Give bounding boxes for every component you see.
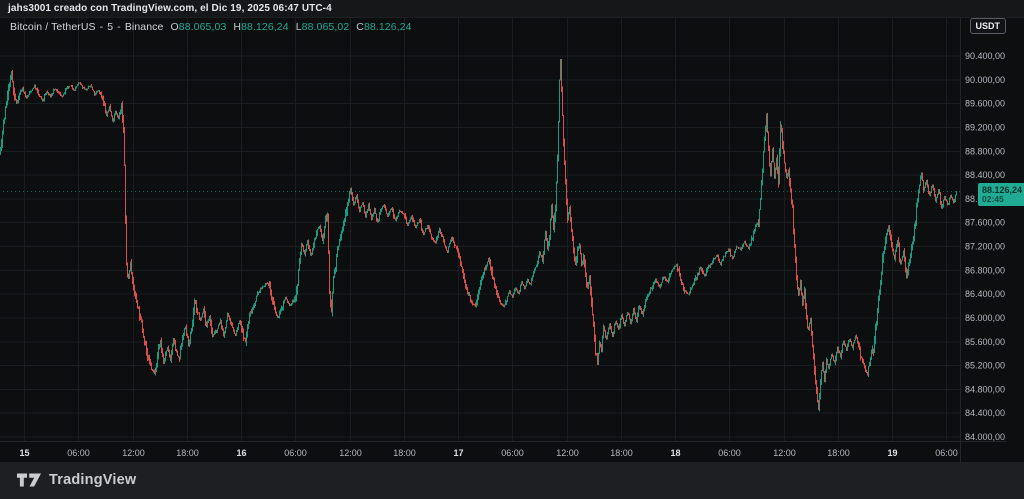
bar-countdown: 02:45 <box>982 194 1004 205</box>
ohlc-high: H88.126,24 <box>233 21 289 33</box>
svg-text:89.600,00: 89.600,00 <box>965 99 1005 109</box>
time-axis[interactable] <box>0 442 1024 462</box>
tradingview-logo-link[interactable]: TradingView <box>17 472 136 488</box>
svg-text:86.000,00: 86.000,00 <box>965 313 1005 323</box>
tradingview-logo-icon <box>17 473 41 487</box>
svg-text:90.000,00: 90.000,00 <box>965 75 1005 85</box>
svg-text:88.400,00: 88.400,00 <box>965 170 1005 180</box>
current-price-label: 88.126,24 02:45 <box>978 183 1024 207</box>
svg-text:85.600,00: 85.600,00 <box>965 337 1005 347</box>
svg-text:12:00: 12:00 <box>122 448 145 458</box>
svg-text:06:00: 06:00 <box>501 448 524 458</box>
svg-text:18:00: 18:00 <box>610 448 633 458</box>
svg-text:18:00: 18:00 <box>827 448 850 458</box>
symbol-legend[interactable]: Bitcoin / TetherUS -5- Binance O88.065,03 H8… <box>10 21 412 33</box>
svg-text:90.400,00: 90.400,00 <box>965 51 1005 61</box>
svg-text:06:00: 06:00 <box>935 448 958 458</box>
svg-text:06:00: 06:00 <box>718 448 741 458</box>
symbol-name[interactable]: Bitcoin / TetherUS <box>10 21 96 33</box>
svg-text:87.200,00: 87.200,00 <box>965 242 1005 252</box>
svg-text:84.800,00: 84.800,00 <box>965 384 1005 394</box>
chart-pane[interactable]: 15 06:00 12:00 18:00 16 06:00 12:00 18:00 17 06:0… <box>0 17 1024 462</box>
ohlc-close: C88.126,24 <box>356 21 412 33</box>
svg-text:12:00: 12:00 <box>773 448 796 458</box>
quote-currency-button[interactable]: USDT <box>969 18 1006 34</box>
svg-text:18:00: 18:00 <box>393 448 416 458</box>
svg-text:18:00: 18:00 <box>176 448 199 458</box>
svg-text:85.200,00: 85.200,00 <box>965 361 1005 371</box>
tradingview-brand-text: TradingView <box>49 472 137 488</box>
attribution-text: jahs3001 creado con TradingView.com, el … <box>8 3 332 14</box>
svg-text:84.000,00: 84.000,00 <box>965 432 1005 442</box>
svg-text:18: 18 <box>670 448 680 458</box>
ohlc-open: O88.065,03 <box>170 21 227 33</box>
svg-text:19: 19 <box>887 448 897 458</box>
exchange-label: Binance <box>124 21 164 33</box>
footer-bar: TradingView <box>0 462 1024 499</box>
svg-text:06:00: 06:00 <box>67 448 90 458</box>
svg-text:16: 16 <box>236 448 246 458</box>
ohlc-low: L88.065,02 <box>295 21 350 33</box>
svg-text:15: 15 <box>19 448 29 458</box>
svg-text:88.800,00: 88.800,00 <box>965 146 1005 156</box>
svg-text:17: 17 <box>453 448 463 458</box>
svg-text:12:00: 12:00 <box>556 448 579 458</box>
svg-text:86.800,00: 86.800,00 <box>965 265 1005 275</box>
interval-label[interactable]: 5 <box>107 21 114 33</box>
svg-text:86.400,00: 86.400,00 <box>965 289 1005 299</box>
legend-separator-2: - <box>117 21 121 33</box>
svg-text:84.400,00: 84.400,00 <box>965 408 1005 418</box>
top-strip: jahs3001 creado con TradingView.com, el … <box>0 0 1024 18</box>
svg-text:12:00: 12:00 <box>339 448 362 458</box>
svg-text:89.200,00: 89.200,00 <box>965 122 1005 132</box>
candlestick-chart[interactable]: 15 06:00 12:00 18:00 16 06:00 12:00 18:00 17 06:0… <box>0 17 1024 462</box>
svg-text:06:00: 06:00 <box>284 448 307 458</box>
legend-separator-1: - <box>99 21 104 33</box>
current-price-value: 88.126,24 <box>982 185 1023 196</box>
price-axis[interactable] <box>978 17 1024 441</box>
svg-text:87.600,00: 87.600,00 <box>965 218 1005 228</box>
